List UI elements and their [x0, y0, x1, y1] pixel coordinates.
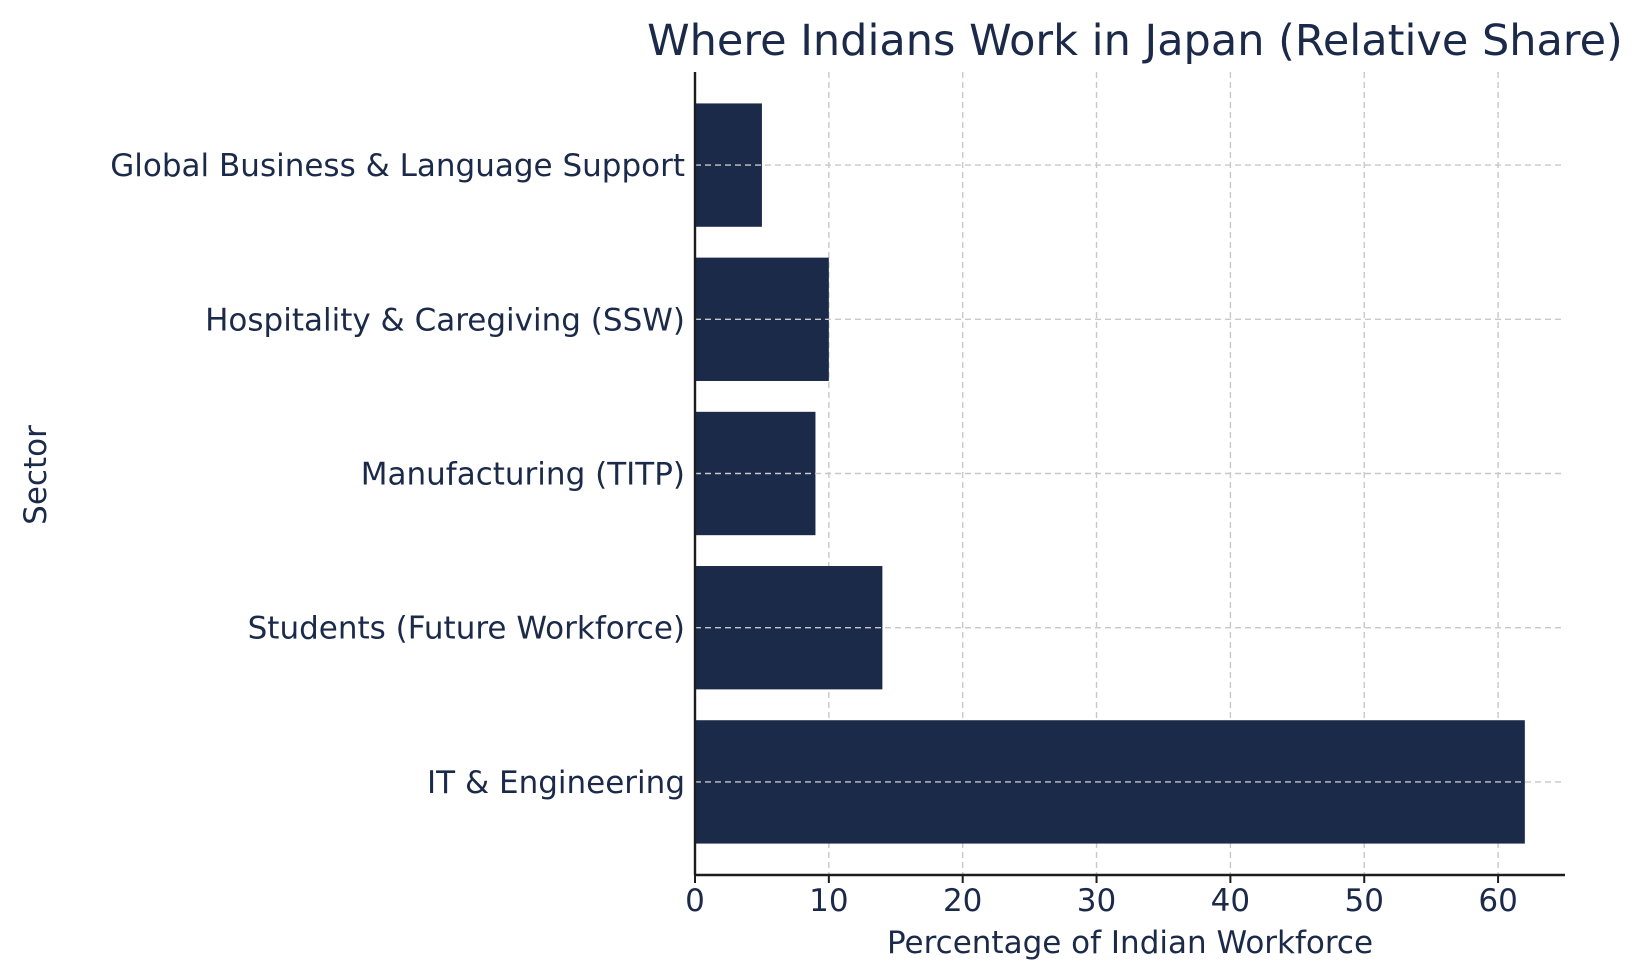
x-tick-label: 0	[685, 883, 705, 919]
x-tick-label: 40	[1211, 883, 1250, 919]
category-labels: IT & Engineering Students (Future Workfor…	[110, 148, 685, 801]
category-label: Manufacturing (TITP)	[361, 457, 685, 493]
horizontal-grid	[695, 164, 1565, 783]
x-tick-label: 60	[1478, 883, 1517, 919]
x-tick-label: 30	[1077, 883, 1116, 919]
category-label: Hospitality & Caregiving (SSW)	[205, 302, 685, 338]
category-label: Global Business & Language Support	[110, 148, 685, 184]
x-tick-label: 20	[943, 883, 982, 919]
category-label: IT & Engineering	[427, 765, 685, 801]
category-label: Students (Future Workforce)	[248, 611, 685, 647]
x-axis-label: Percentage of Indian Workforce	[887, 925, 1373, 961]
y-axis-label: Sector	[18, 425, 54, 525]
x-tick-label: 50	[1345, 883, 1384, 919]
axes	[693, 72, 1565, 877]
x-tick-label: 10	[809, 883, 848, 919]
chart-title: Where Indians Work in Japan (Relative Sh…	[647, 16, 1623, 66]
x-tick-labels: 0 10 20 30 40 50 60	[685, 875, 1518, 919]
